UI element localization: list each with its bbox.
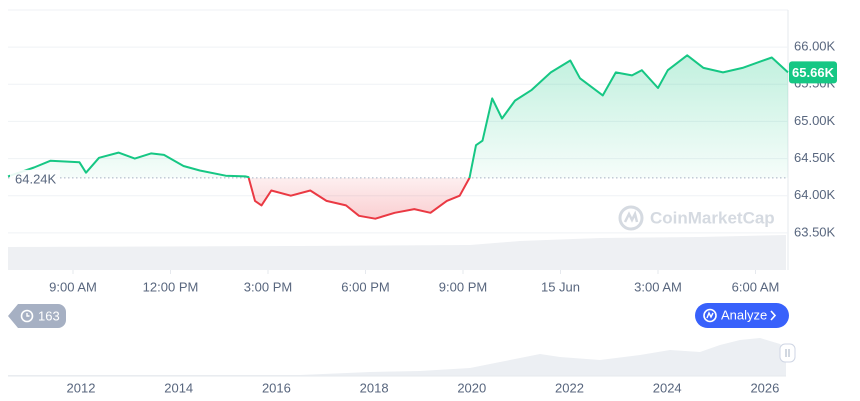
- x-tick-label: 15 Jun: [541, 279, 580, 294]
- navigator-year: 2016: [262, 380, 291, 395]
- history-count: 163: [38, 308, 60, 323]
- x-tick-label: 6:00 PM: [341, 279, 389, 294]
- price-line: [7, 54, 789, 220]
- navigator-year: 2024: [653, 380, 682, 395]
- y-tick-label: 66.00K: [794, 39, 836, 54]
- analyze-button[interactable]: Analyze: [695, 303, 789, 328]
- navigator-year: 2018: [360, 380, 389, 395]
- price-area: [8, 55, 788, 219]
- x-tick-label: 9:00 PM: [439, 279, 487, 294]
- navigator-year: 2012: [67, 380, 96, 395]
- x-tick-label: 9:00 AM: [49, 279, 97, 294]
- current-price-tag: [789, 61, 837, 84]
- navigator-year: 2020: [457, 380, 486, 395]
- analyze-label: Analyze: [721, 307, 767, 322]
- navigator-year: 2014: [164, 380, 193, 395]
- navigator-year: 2026: [750, 380, 779, 395]
- x-tick-label: 6:00 AM: [732, 279, 780, 294]
- watermark: CoinMarketCap: [618, 205, 775, 231]
- navigator: [8, 332, 796, 377]
- watermark-text: CoinMarketCap: [650, 208, 775, 227]
- x-tick-label: 12:00 PM: [143, 279, 199, 294]
- y-tick-label: 65.00K: [794, 113, 836, 128]
- x-tick-label: 3:00 AM: [634, 279, 682, 294]
- current-price-label: 65.66K: [792, 65, 835, 80]
- baseline-label: 64.24K: [15, 171, 57, 186]
- y-tick-label: 64.00K: [794, 187, 836, 202]
- navigator-year: 2022: [555, 380, 584, 395]
- y-tick-label: 63.50K: [794, 224, 836, 239]
- x-tick-label: 3:00 PM: [244, 279, 292, 294]
- volume-band: [8, 235, 786, 270]
- history-button[interactable]: 163: [8, 304, 66, 328]
- y-tick-label: 64.50K: [794, 150, 836, 165]
- baseline-label-bg: [10, 169, 60, 186]
